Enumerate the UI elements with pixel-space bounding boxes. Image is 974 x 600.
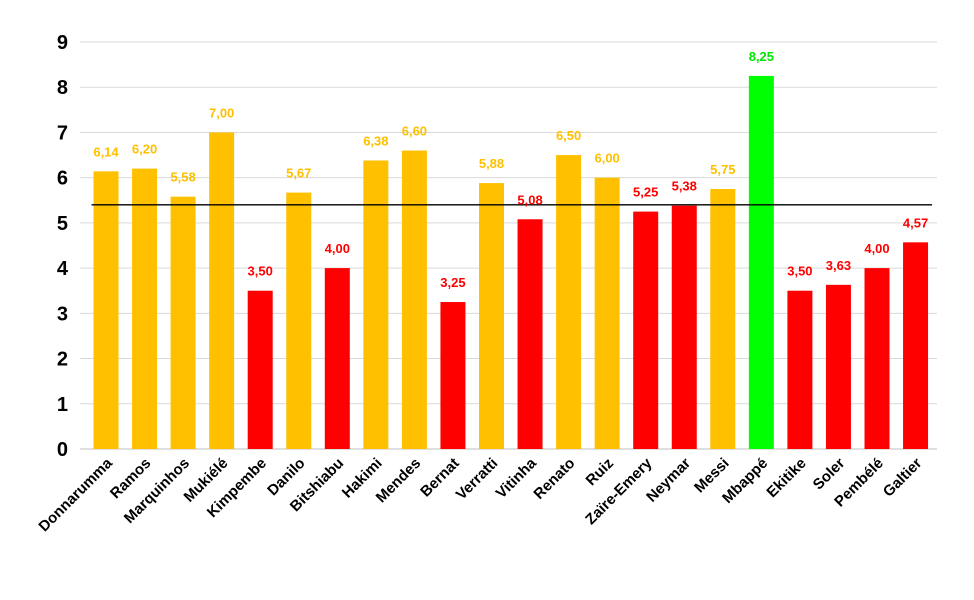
y-tick-label: 5 (57, 213, 68, 235)
bar-za-re-emery (633, 211, 659, 449)
bar-renato (556, 155, 582, 450)
data-label: 4,57 (903, 215, 928, 230)
data-label: 4,00 (325, 241, 350, 256)
x-tick-label: Ekitike (764, 455, 810, 501)
bar-mbapp- (748, 75, 774, 450)
bar-ramos (132, 168, 158, 449)
data-label: 4,00 (864, 241, 889, 256)
y-tick-label: 0 (57, 439, 68, 461)
data-label: 6,38 (363, 133, 388, 148)
bar-soler (825, 284, 851, 449)
data-label: 5,67 (286, 166, 311, 181)
data-label: 5,58 (170, 170, 195, 185)
data-label: 5,25 (633, 185, 658, 200)
x-tick-label: Donnarumma (35, 454, 116, 535)
data-label: 6,14 (93, 144, 119, 159)
data-label: 6,60 (402, 124, 427, 139)
bars (93, 75, 929, 450)
bar-ekitike (787, 290, 813, 449)
y-axis-ticks: 0 1 2 3 4 5 6 7 8 9 (57, 32, 69, 461)
bar-mendes (401, 150, 427, 450)
bar-vitinha (517, 219, 543, 449)
data-label: 6,00 (594, 151, 619, 166)
data-label: 3,25 (440, 275, 465, 290)
data-label: 7,00 (209, 105, 234, 120)
y-tick-label: 4 (57, 258, 69, 280)
data-label: 5,08 (517, 192, 542, 207)
bar-galtier (903, 242, 929, 449)
bar-donnarumma (93, 171, 119, 449)
y-tick-label: 7 (57, 122, 68, 144)
data-label: 5,38 (672, 179, 697, 194)
data-label: 3,63 (826, 258, 851, 273)
y-tick-label: 3 (57, 303, 68, 325)
y-tick-label: 6 (57, 168, 68, 190)
bar-marquinhos (170, 196, 196, 449)
bar-muki-l- (209, 132, 235, 449)
y-tick-label: 1 (57, 394, 68, 416)
bar-hakimi (363, 160, 389, 449)
data-label: 6,20 (132, 142, 157, 157)
data-label: 6,50 (556, 128, 581, 143)
data-label: 3,50 (248, 264, 273, 279)
bar-kimpembe (247, 290, 273, 449)
data-label: 3,50 (787, 264, 812, 279)
x-tick-label: Galtier (880, 455, 926, 501)
y-tick-label: 8 (57, 77, 68, 99)
bar-neymar (671, 205, 697, 449)
bar-ruiz (594, 177, 620, 449)
y-tick-label: 2 (57, 349, 68, 371)
bar-messi (710, 188, 736, 449)
bar-pemb-l- (864, 268, 890, 449)
x-tick-label: Verratti (453, 455, 502, 504)
data-label: 5,88 (479, 156, 504, 171)
value-labels: 6,14 6,20 5,58 7,00 3,50 5,67 4,00 6,38 6,60 3,25… (93, 49, 928, 290)
x-tick-label: Renato (530, 455, 578, 503)
bar-verratti (479, 183, 504, 450)
bar-danilo (286, 192, 312, 449)
category-labels: DonnarummaRamosMarquinhosMukiéléKimpembe… (35, 454, 925, 535)
y-tick-label: 9 (57, 32, 68, 54)
bar-bernat (440, 302, 466, 449)
x-tick-label: Ruiz (583, 455, 617, 489)
data-label: 8,25 (749, 49, 774, 64)
bar-bitshiabu (324, 268, 350, 449)
data-label: 5,75 (710, 162, 735, 177)
